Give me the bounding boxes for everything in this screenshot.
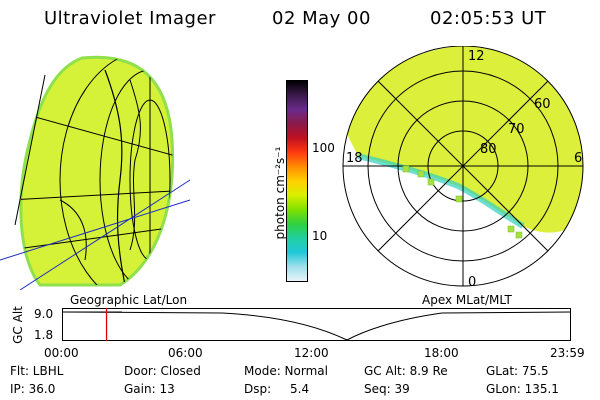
mlat-label-80: 80 [480, 142, 497, 157]
door-info: Door: Closed [124, 364, 201, 378]
mlt-label-12: 12 [468, 49, 485, 64]
altitude-axis-title: GC Alt [11, 306, 25, 344]
altitude-track-plot [62, 308, 572, 341]
gain-info: Gain: 13 [124, 382, 175, 396]
time-tick-2359: 23:59 [550, 346, 585, 360]
glat-info: GLat: 75.5 [486, 364, 549, 378]
geographic-map [0, 55, 191, 290]
colorbar-tick-100: 100 [312, 141, 335, 155]
mlt-label-0: 0 [468, 275, 476, 290]
dsp-label: Dsp: [244, 382, 272, 396]
time-tick-1200: 12:00 [294, 346, 329, 360]
seq-info: Seq: 39 [364, 382, 410, 396]
altitude-tick-low: 1.8 [34, 328, 54, 342]
date-label: 02 May 00 [272, 8, 371, 29]
instrument-title: Ultraviolet Imager [44, 8, 216, 29]
mode-info: Mode: Normal [244, 364, 328, 378]
glon-info: GLon: 135.1 [486, 382, 559, 396]
colorbar-unit-label: photon cm⁻²s⁻¹ [273, 146, 287, 240]
colorbar-tick-10: 10 [312, 229, 328, 243]
altitude-tick-high: 9.0 [34, 307, 54, 321]
filter-info: Flt: LBHL [10, 364, 64, 378]
time-tick-0000: 00:00 [44, 346, 79, 360]
geographic-caption: Geographic Lat/Lon [70, 293, 188, 307]
mlt-label-18: 18 [346, 151, 363, 166]
polar-caption: Apex MLat/MLT [422, 293, 512, 307]
colorbar [286, 80, 308, 282]
time-label: 02:05:53 UT [430, 8, 547, 29]
mlt-label-6: 6 [574, 151, 582, 166]
mlat-label-60: 60 [534, 97, 551, 112]
time-tick-0600: 06:00 [168, 346, 203, 360]
gc-alt-info: GC Alt: 8.9 Re [364, 364, 448, 378]
dsp-value: 5.4 [290, 382, 310, 396]
polar-plot: 12 18 6 0 60 70 80 [342, 46, 584, 290]
time-tick-1800: 18:00 [424, 346, 459, 360]
ip-info: IP: 36.0 [10, 382, 56, 396]
mlat-label-70: 70 [508, 122, 525, 137]
